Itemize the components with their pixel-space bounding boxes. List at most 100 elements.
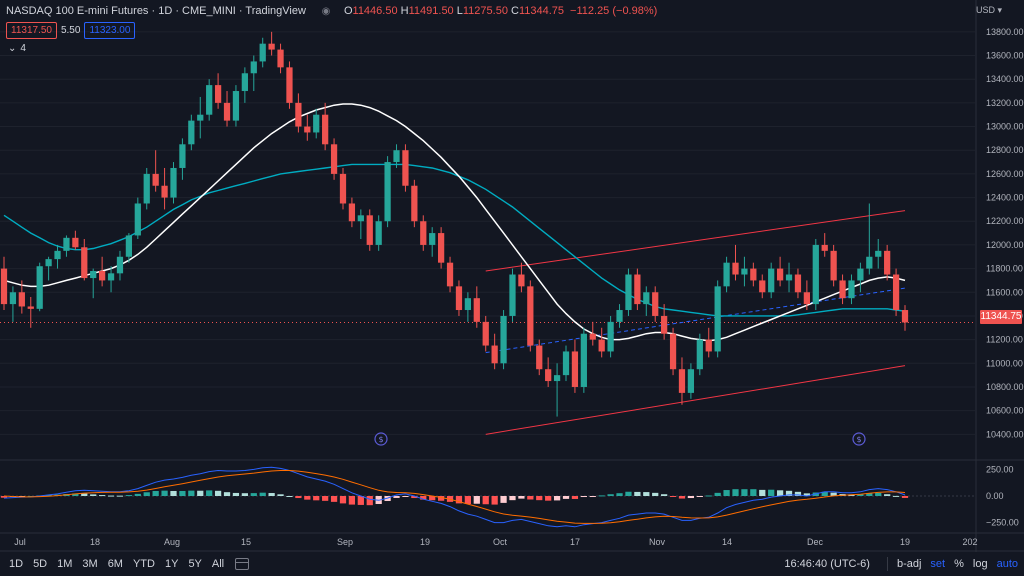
timeframe-3m[interactable]: 3M	[82, 558, 98, 570]
price-tick-label: 10800.00	[986, 382, 1024, 392]
macd-histogram-bar	[464, 496, 472, 504]
timeframe-6m[interactable]: 6M	[107, 558, 123, 570]
candle-body	[678, 369, 686, 393]
channel-lower	[485, 365, 906, 435]
currency-menu[interactable]: USD ▾	[975, 5, 1002, 15]
macd-histogram-bar	[607, 494, 614, 496]
candle-body	[366, 215, 373, 245]
symbol-title[interactable]: NASDAQ 100 E-mini Futures · 1D · CME_MIN…	[6, 5, 306, 17]
bottom-toolbar: 1D 5D 1M 3M 6M YTD 1Y 5Y All 16:46:40 (U…	[0, 552, 1024, 576]
buy-button[interactable]: 11323.00	[84, 22, 136, 39]
candle-body	[821, 244, 828, 251]
candle-body	[27, 306, 34, 309]
sell-button[interactable]: 11317.50	[6, 22, 57, 39]
auto-toggle[interactable]: auto	[996, 558, 1018, 570]
event-marker-glyph: $	[378, 435, 383, 444]
macd-histogram-bar	[206, 490, 213, 496]
candle-body	[90, 270, 97, 279]
candle-body	[839, 280, 846, 299]
price-tick-label: 11600.00	[986, 287, 1023, 297]
close-value: 11344.75	[518, 5, 565, 17]
macd-histogram-bar	[892, 495, 900, 497]
timeframe-all[interactable]: All	[211, 558, 225, 570]
macd-histogram-bar	[589, 496, 596, 497]
timeframe-5d[interactable]: 5D	[33, 558, 48, 570]
timeframe-5y[interactable]: 5Y	[188, 558, 202, 570]
macd-histogram-bar	[411, 496, 418, 499]
macd-histogram-bar	[116, 495, 124, 497]
clock[interactable]: 16:46:40 (UTC-6)	[784, 558, 870, 570]
macd-histogram-bar	[553, 496, 561, 501]
eye-icon[interactable]: ◉	[321, 5, 331, 17]
macd-histogram-bar	[652, 492, 659, 496]
calendar-icon[interactable]	[235, 558, 250, 570]
time-tick-label: Jul	[14, 537, 26, 547]
timeframe-1d[interactable]: 1D	[9, 558, 24, 570]
macd-histogram-bar	[295, 496, 302, 499]
candle-body	[402, 150, 409, 186]
event-marker-icon	[852, 432, 866, 446]
macd-histogram-bar	[634, 491, 641, 496]
candle-body	[420, 221, 427, 245]
trade-bar: 11317.50 5.50 11323.00	[6, 22, 136, 39]
candle-body	[179, 144, 186, 168]
candle-body	[714, 286, 721, 352]
candle-body	[607, 321, 614, 352]
candle-body	[759, 280, 766, 293]
price-tick-label: 13600.00	[986, 51, 1024, 61]
price-tick-label: 10600.00	[986, 406, 1024, 416]
candle-body	[99, 270, 106, 281]
candle-body	[750, 268, 757, 281]
candle-body	[446, 262, 454, 287]
time-tick-label: 17	[570, 537, 580, 547]
macd-histogram-bar	[313, 496, 320, 501]
candle-body	[197, 114, 204, 121]
macd-histogram-bar	[821, 491, 828, 496]
candle-body	[45, 259, 52, 267]
timeframe-ytd[interactable]: YTD	[132, 558, 155, 570]
macd-tick-label: 0.00	[986, 491, 1004, 501]
candle-body	[223, 102, 231, 121]
macd-histogram-bar	[134, 493, 141, 496]
b-adj-toggle[interactable]: b-adj	[896, 558, 922, 570]
candle-body	[901, 310, 909, 323]
macd-histogram-bar	[669, 496, 677, 497]
candle-body	[553, 375, 561, 382]
log-toggle[interactable]: log	[972, 558, 988, 570]
timeframe-1m[interactable]: 1M	[57, 558, 73, 570]
macd-histogram-bar	[330, 496, 338, 502]
high-value: 11491.50	[408, 5, 454, 17]
macd-histogram-bar	[348, 496, 356, 505]
indicators-toggle[interactable]: ⌄ 4	[8, 43, 26, 54]
candle-body	[107, 273, 115, 281]
candle-body	[304, 126, 311, 133]
macd-histogram-bar	[875, 492, 882, 496]
candle-body	[188, 120, 195, 145]
candle-body	[339, 173, 347, 204]
macd-histogram-bar	[750, 489, 757, 496]
macd-histogram-bar	[277, 494, 284, 496]
timeframe-1y[interactable]: 1Y	[164, 558, 179, 570]
time-tick-label: Sep	[337, 537, 353, 547]
macd-histogram-bar	[429, 496, 436, 501]
low-value: 11275.50	[462, 5, 508, 17]
candle-body	[803, 292, 810, 305]
macd-histogram-bar	[125, 495, 133, 497]
set-toggle[interactable]: set	[930, 558, 946, 570]
percent-toggle[interactable]: %	[954, 558, 964, 570]
candle-body	[36, 266, 43, 309]
candle-body	[295, 102, 302, 127]
candle-body	[875, 250, 882, 257]
candle-body	[277, 49, 284, 68]
candle-body	[286, 67, 293, 103]
macd-histogram-bar	[437, 496, 445, 501]
candle-body	[232, 91, 240, 121]
macd-histogram-bar	[420, 496, 427, 500]
candle-body	[268, 43, 275, 50]
macd-histogram-bar	[803, 493, 810, 496]
candle-body	[616, 310, 623, 322]
price-tick-label: 13200.00	[986, 98, 1024, 108]
candle-body	[18, 292, 25, 307]
time-tick-label: Aug	[164, 537, 180, 547]
